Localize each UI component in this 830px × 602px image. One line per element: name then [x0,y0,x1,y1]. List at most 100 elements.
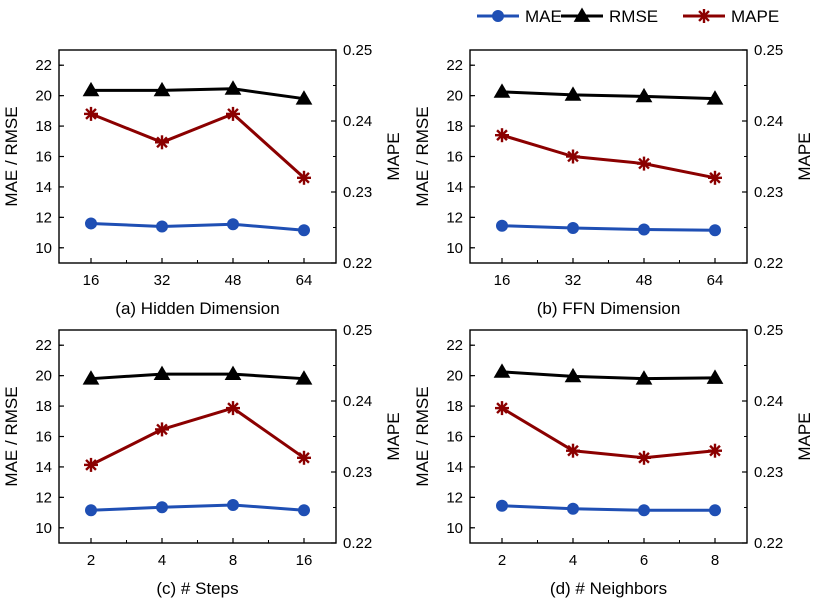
left-tick-label: 12 [446,209,463,226]
data-point-mae [85,504,97,517]
x-tick-label: 48 [636,272,653,289]
series-line [501,90,716,101]
data-point-mae [156,220,168,233]
left-tick-label: 14 [446,459,463,476]
legend-marker [697,9,711,23]
data-point-mape [495,401,509,416]
data-point-mape [84,457,98,472]
data-point-mae [496,499,508,512]
panel-caption: (b) FFN Dimension [537,299,681,318]
left-tick-label: 20 [446,88,463,105]
right-tick-label: 0.23 [343,184,372,201]
right-tick-label: 0.25 [754,42,783,59]
y-axis-right-title: MAPE [795,412,814,460]
left-tick-label: 22 [35,57,52,74]
data-point-mape [297,170,311,185]
series-line [501,504,715,512]
series-line [501,133,716,180]
data-point-mape [84,106,98,121]
chart-panel-1: 10 12 14 16 18 20 22 0.22 0.23 0.24 0.25 16 32 48 64 MA… [2,42,403,318]
series-mape [495,128,722,185]
right-tick-label: 0.25 [343,322,372,339]
y-axis-right-title: MAPE [384,412,403,460]
data-point-mape [495,128,509,143]
left-tick-label: 10 [446,520,463,537]
left-tick-label: 14 [35,459,52,476]
data-point-rmse [493,83,511,98]
right-tick-label: 0.23 [754,464,783,481]
left-tick-label: 12 [35,489,52,506]
right-tick-label: 0.23 [343,464,372,481]
left-tick-label: 14 [446,179,463,196]
left-tick-label: 18 [35,398,52,415]
x-tick-label: 4 [158,552,166,569]
y-axis-left-title: MAE / RMSE [413,386,432,486]
right-tick-label: 0.25 [754,322,783,339]
legend-label: MAE [525,7,562,26]
data-point-mape [155,422,169,437]
right-tick-label: 0.22 [754,255,783,272]
data-point-mape [566,149,580,164]
right-tick-label: 0.24 [343,393,372,410]
data-point-rmse [564,86,582,101]
panel-caption: (d) # Neighbors [550,579,667,598]
series-line [90,221,305,232]
data-point-mae [496,219,508,232]
left-tick-label: 12 [446,489,463,506]
series-rmse [82,365,313,385]
series-line [90,406,305,467]
data-point-mape [297,450,311,465]
data-point-rmse [635,370,653,385]
series-rmse [82,80,313,105]
left-tick-label: 10 [35,240,52,257]
data-point-mae [638,223,650,236]
y-axis-left-title: MAE / RMSE [2,386,21,486]
legend-label: MAPE [731,7,779,26]
left-tick-label: 10 [446,240,463,257]
left-tick-label: 16 [446,149,463,166]
data-point-mae [85,217,97,230]
left-tick-label: 18 [446,118,463,135]
data-point-rmse [706,369,724,384]
data-point-mape [637,450,651,465]
series-mape [84,106,311,185]
x-tick-label: 48 [225,272,242,289]
series-line [501,406,716,460]
data-point-mape [155,135,169,150]
series-line [91,87,305,101]
left-tick-label: 22 [35,337,52,354]
left-tick-label: 22 [446,57,463,74]
left-tick-label: 20 [35,88,52,105]
x-tick-label: 64 [296,272,313,289]
data-point-rmse [706,90,724,105]
data-point-rmse [564,367,582,383]
right-tick-label: 0.22 [343,535,372,552]
left-tick-label: 10 [35,520,52,537]
left-tick-label: 18 [35,118,52,135]
data-point-mae [567,222,579,235]
data-point-rmse [153,365,171,381]
series-mae [496,219,721,237]
x-tick-label: 2 [87,552,95,569]
x-tick-label: 16 [494,272,511,289]
data-point-mape [708,170,722,185]
chart-panel-3: 10 12 14 16 18 20 22 0.22 0.23 0.24 0.25 2 4 8 16 MAE /… [2,322,403,598]
series-rmse [493,83,724,105]
legend-item-mae: MAE [477,7,562,26]
legend-marker [492,10,504,22]
x-tick-label: 8 [711,552,719,569]
legend-marker [573,7,591,22]
x-tick-label: 16 [296,552,313,569]
data-point-rmse [224,365,242,381]
left-tick-label: 18 [446,398,463,415]
legend-label: RMSE [609,7,658,26]
series-mape [84,401,311,472]
series-line [90,503,305,512]
data-point-rmse [295,370,313,385]
data-point-mape [708,443,722,458]
x-tick-label: 6 [640,552,648,569]
left-tick-label: 14 [35,179,52,196]
x-tick-label: 8 [229,552,237,569]
data-point-mae [227,498,239,511]
